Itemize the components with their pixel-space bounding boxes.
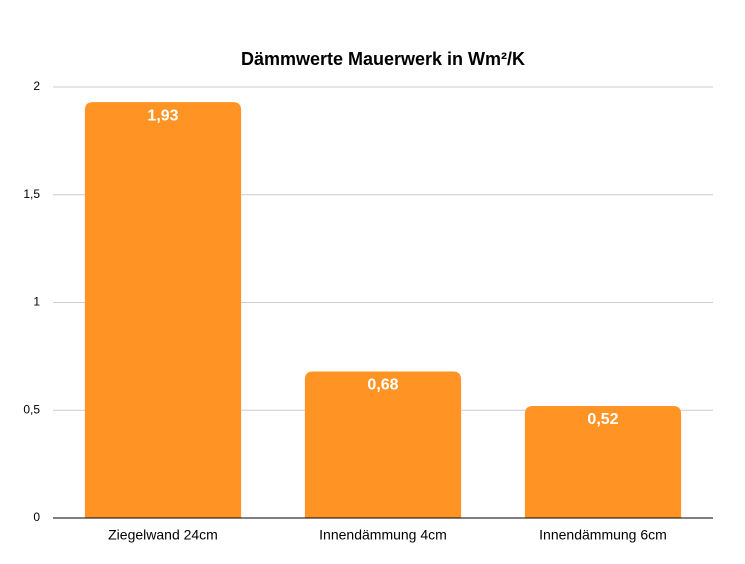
bar [304, 371, 462, 518]
bar [524, 405, 682, 518]
y-tick-label: 1 [33, 295, 40, 309]
value-label: 0,68 [367, 377, 398, 394]
value-label: 1,93 [147, 107, 178, 124]
y-tick-label: 1,5 [23, 187, 40, 201]
chart-title: Dämmwerte Mauerwerk in Wm²/K [241, 49, 525, 69]
value-label: 0,52 [587, 411, 618, 428]
x-tick-label: Innendämmung 6cm [539, 527, 667, 543]
y-tick-label: 2 [33, 79, 40, 93]
x-tick-label: Innendämmung 4cm [319, 527, 447, 543]
bar [84, 102, 242, 519]
y-tick-label: 0 [33, 510, 40, 524]
y-tick-label: 0,5 [23, 402, 40, 416]
x-tick-label: Ziegelwand 24cm [108, 527, 218, 543]
